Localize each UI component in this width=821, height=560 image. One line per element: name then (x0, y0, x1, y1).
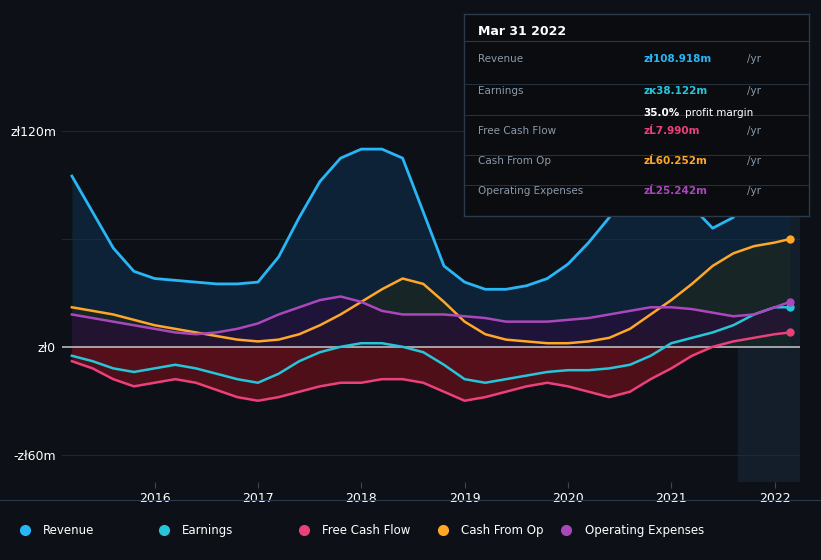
Text: /yr: /yr (746, 86, 760, 96)
Text: Revenue: Revenue (43, 524, 94, 537)
Text: Earnings: Earnings (478, 86, 523, 96)
Text: /yr: /yr (746, 156, 760, 166)
Text: Cash From Op: Cash From Op (478, 156, 551, 166)
Text: Earnings: Earnings (182, 524, 234, 537)
Text: /yr: /yr (746, 186, 760, 197)
Text: Free Cash Flow: Free Cash Flow (478, 126, 556, 136)
Text: 35.0%: 35.0% (643, 108, 680, 118)
Text: zĸ38.122m: zĸ38.122m (643, 86, 708, 96)
Text: Revenue: Revenue (478, 54, 523, 64)
Text: /yr: /yr (746, 126, 760, 136)
Text: zĹ7.990m: zĹ7.990m (643, 126, 699, 136)
Text: zł108.918m: zł108.918m (643, 54, 712, 64)
Text: zĹ25.242m: zĹ25.242m (643, 186, 707, 197)
Text: zĹ60.252m: zĹ60.252m (643, 156, 707, 166)
Text: /yr: /yr (746, 54, 760, 64)
Text: profit margin: profit margin (685, 108, 753, 118)
Text: Free Cash Flow: Free Cash Flow (322, 524, 410, 537)
Text: Mar 31 2022: Mar 31 2022 (478, 25, 566, 38)
Bar (738, 95, 805, 482)
Text: Operating Expenses: Operating Expenses (478, 186, 583, 197)
Text: Operating Expenses: Operating Expenses (585, 524, 704, 537)
Text: Cash From Op: Cash From Op (461, 524, 544, 537)
